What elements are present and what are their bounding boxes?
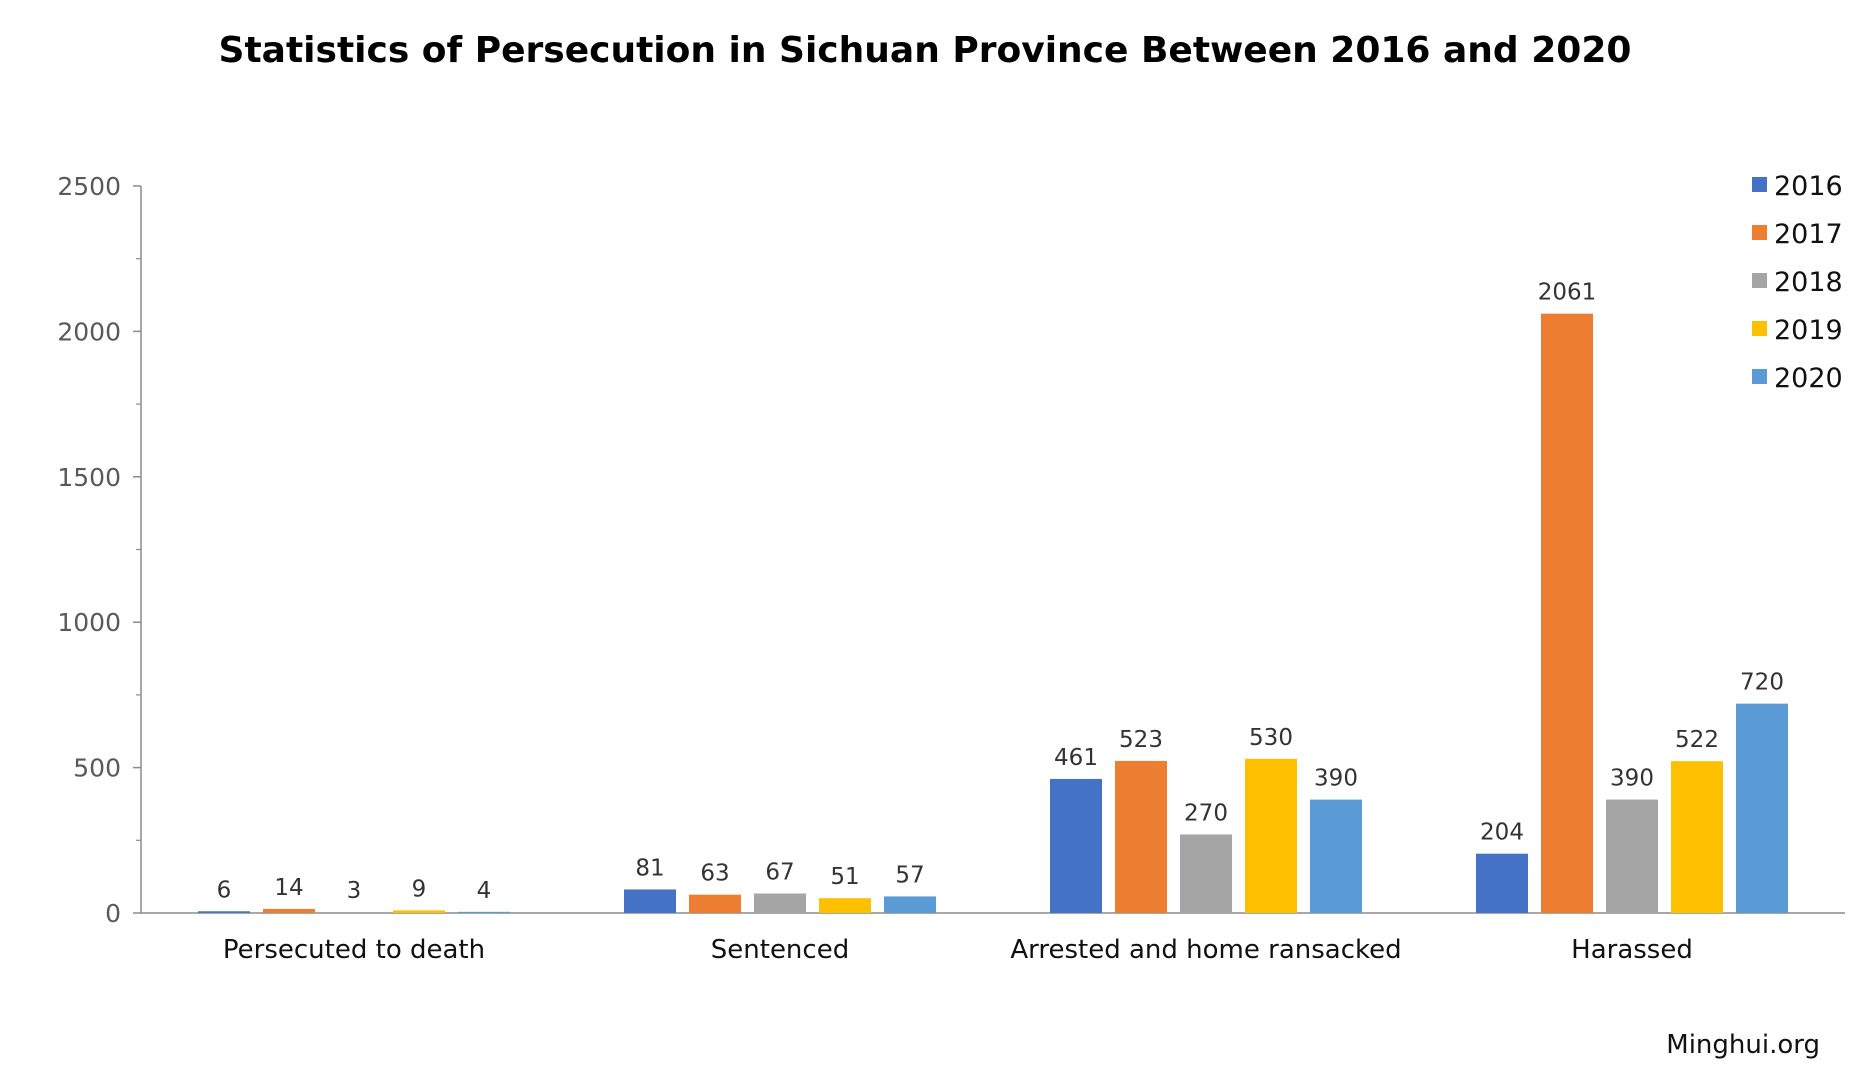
x-category-label: Harassed	[1571, 935, 1693, 965]
legend-swatch-2017	[1752, 225, 1767, 240]
bar-2016	[198, 911, 250, 913]
x-category-label: Arrested and home ransacked	[1010, 935, 1401, 965]
legend-swatch-2019	[1752, 321, 1767, 336]
data-label: 4	[477, 878, 492, 904]
legend-label: 2018	[1774, 267, 1843, 298]
bar-2017	[689, 894, 741, 913]
data-label: 522	[1675, 727, 1719, 753]
data-label: 67	[765, 860, 794, 886]
bar-2018	[1180, 834, 1232, 913]
bar-2016	[624, 889, 676, 913]
bar-2019	[1245, 758, 1297, 913]
y-tick-label: 2500	[57, 172, 121, 201]
y-tick-label: 2000	[57, 317, 121, 346]
bar-2017	[1115, 760, 1167, 913]
data-label: 9	[412, 876, 427, 902]
data-label: 390	[1610, 766, 1654, 792]
data-label: 81	[635, 855, 664, 881]
data-label: 523	[1119, 727, 1163, 753]
data-label: 51	[830, 864, 859, 890]
data-label: 2061	[1538, 280, 1597, 306]
legend: 2016 2017 2018 2019 2020	[1752, 171, 1843, 394]
x-axis: Persecuted to death Sentenced Arrested and…	[141, 912, 1845, 965]
data-label: 204	[1480, 820, 1524, 846]
bar-2016	[1050, 778, 1102, 913]
data-label: 14	[274, 875, 303, 901]
chart-title: Statistics of Persecution in Sichuan Pro…	[218, 30, 1632, 71]
data-label: 3	[347, 878, 362, 904]
bar-2020	[1736, 703, 1788, 913]
y-tick-label: 0	[105, 899, 121, 928]
bar-2020	[884, 896, 936, 913]
bar-2018	[328, 912, 380, 913]
bars: 6 14 3 9 4 81 63 67 51 57 461 523 270 530 390 204 2061 39…	[198, 280, 1788, 913]
bar-2020	[1310, 799, 1362, 913]
bar-2017	[1541, 313, 1593, 913]
bar-2018	[1606, 799, 1658, 913]
x-category-label: Sentenced	[711, 935, 849, 965]
bar-2020	[458, 911, 510, 913]
data-label: 63	[700, 861, 729, 887]
data-label: 530	[1249, 725, 1293, 751]
legend-swatch-2020	[1752, 369, 1767, 384]
data-label: 57	[895, 862, 924, 888]
source-credit: Minghui.org	[1666, 1030, 1820, 1060]
legend-label: 2016	[1774, 171, 1843, 202]
bar-2019	[1671, 761, 1723, 913]
bar-2019	[819, 898, 871, 913]
bar-2017	[263, 908, 315, 913]
legend-label: 2017	[1774, 219, 1843, 250]
data-label: 720	[1740, 670, 1784, 696]
y-axis: 0 500 1000 1500 2000 2500	[57, 172, 142, 928]
y-tick-label: 1000	[57, 608, 121, 637]
bar-2016	[1476, 853, 1528, 913]
y-tick-label: 500	[73, 754, 121, 783]
data-label: 6	[217, 877, 232, 903]
bar-2019	[393, 910, 445, 913]
legend-label: 2019	[1774, 315, 1843, 346]
bar-2018	[754, 893, 806, 913]
x-category-label: Persecuted to death	[223, 935, 485, 965]
data-label: 461	[1054, 745, 1098, 771]
data-label: 270	[1184, 800, 1228, 826]
legend-swatch-2018	[1752, 273, 1767, 288]
legend-swatch-2016	[1752, 177, 1767, 192]
data-label: 390	[1314, 766, 1358, 792]
y-tick-label: 1500	[57, 463, 121, 492]
legend-label: 2020	[1774, 363, 1843, 394]
